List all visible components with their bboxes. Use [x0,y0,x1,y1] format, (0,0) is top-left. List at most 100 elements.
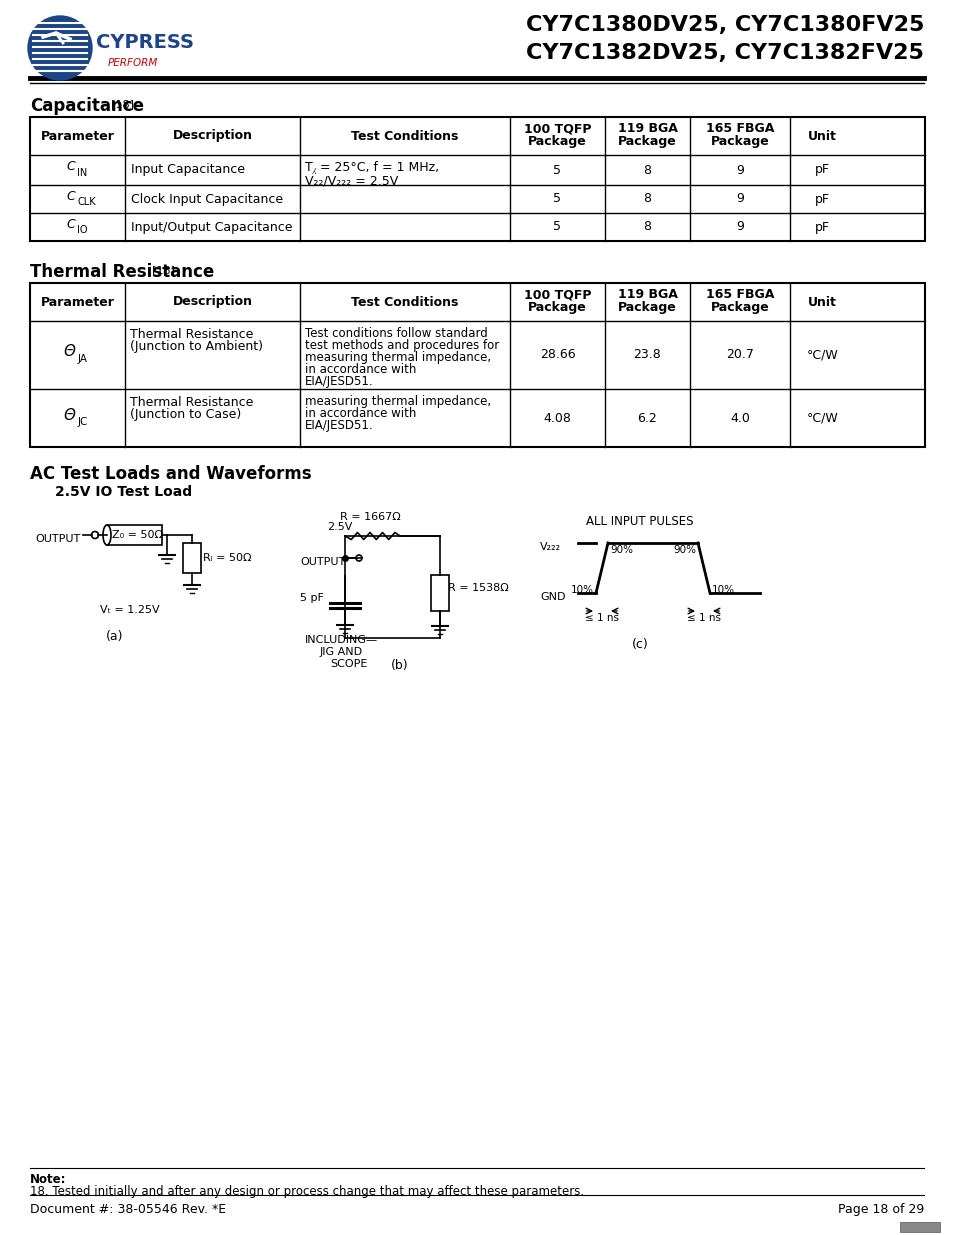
Bar [107,525,162,545]
Text: OUTPUT: OUTPUT [299,557,345,567]
Bar [30,283,924,447]
Text: Test Conditions: Test Conditions [351,295,458,309]
Text: PERFORM: PERFORM [108,58,158,68]
Text: R = 1538Ω: R = 1538Ω [448,583,508,593]
Text: 9: 9 [736,193,743,205]
Text: Package: Package [528,300,586,314]
Text: JA: JA [77,354,88,364]
Text: T⁁ = 25°C, f = 1 MHz,: T⁁ = 25°C, f = 1 MHz, [305,161,438,174]
Bar [899,1221,939,1233]
Text: C: C [67,189,75,203]
Text: GND: GND [539,592,565,601]
Bar [30,117,924,241]
Text: Thermal Resistance: Thermal Resistance [30,263,214,282]
Text: 8: 8 [643,193,651,205]
Text: °C/W: °C/W [806,411,838,425]
Text: Page 18 of 29: Page 18 of 29 [837,1203,923,1216]
Text: (Junction to Ambient): (Junction to Ambient) [130,340,263,353]
Text: 165 FBGA: 165 FBGA [705,122,774,136]
Text: Package: Package [618,135,677,147]
Text: 100 TQFP: 100 TQFP [523,289,591,301]
Bar [183,543,201,573]
Text: 119 BGA: 119 BGA [617,122,677,136]
Text: 8: 8 [643,163,651,177]
Text: CY7C1382DV25, CY7C1382FV25: CY7C1382DV25, CY7C1382FV25 [525,43,923,63]
Text: Input Capacitance: Input Capacitance [131,163,245,177]
Text: 28.66: 28.66 [539,348,575,362]
Text: (a): (a) [106,630,124,643]
Text: in accordance with: in accordance with [305,363,416,375]
Text: R = 1667Ω: R = 1667Ω [339,513,400,522]
Text: [18]: [18] [152,266,174,275]
Text: Θ: Θ [64,345,75,359]
Circle shape [28,16,91,80]
Text: CYPRESS: CYPRESS [96,33,193,53]
Text: Unit: Unit [807,295,836,309]
Text: Document #: 38-05546 Rev. *E: Document #: 38-05546 Rev. *E [30,1203,226,1216]
Text: (Junction to Case): (Junction to Case) [130,408,241,421]
Text: V₂₂/V₂₂₂ = 2.5V: V₂₂/V₂₂₂ = 2.5V [305,174,397,186]
Text: 8: 8 [643,221,651,233]
Text: C: C [67,161,75,173]
Text: ≤ 1 ns: ≤ 1 ns [686,613,720,622]
Text: OUTPUT: OUTPUT [35,534,80,543]
Text: Note:: Note: [30,1173,67,1186]
Text: Vₜ = 1.25V: Vₜ = 1.25V [100,605,159,615]
Text: Z₀ = 50Ω: Z₀ = 50Ω [112,530,163,540]
Text: Package: Package [710,300,768,314]
Text: in accordance with: in accordance with [305,408,416,420]
Text: EIA/JESD51.: EIA/JESD51. [305,375,374,388]
Text: CLK: CLK [77,198,96,207]
Text: Test Conditions: Test Conditions [351,130,458,142]
Text: 18. Tested initially and after any design or process change that may affect thes: 18. Tested initially and after any desig… [30,1186,583,1198]
Text: C: C [67,217,75,231]
Text: INCLUDING—: INCLUDING— [305,635,377,645]
Text: 2.5V: 2.5V [327,522,352,532]
Text: Capacitance: Capacitance [30,98,144,115]
Text: pF: pF [814,221,829,233]
Text: (b): (b) [391,659,409,672]
Text: V₂₂₂: V₂₂₂ [539,542,560,552]
Text: 5: 5 [553,193,561,205]
Text: 90%: 90% [609,545,633,555]
Text: ≤ 1 ns: ≤ 1 ns [584,613,618,622]
Text: (c): (c) [631,638,648,651]
Text: 5 pF: 5 pF [299,593,323,603]
Text: ALL INPUT PULSES: ALL INPUT PULSES [586,515,693,529]
Text: pF: pF [814,193,829,205]
Text: 9: 9 [736,163,743,177]
Text: 9: 9 [736,221,743,233]
Ellipse shape [103,525,111,545]
Text: Clock Input Capacitance: Clock Input Capacitance [131,193,283,205]
Text: Unit: Unit [807,130,836,142]
Text: 4.08: 4.08 [543,411,571,425]
Text: Θ: Θ [64,408,75,422]
Text: Test conditions follow standard: Test conditions follow standard [305,327,487,340]
Text: 6.2: 6.2 [637,411,657,425]
Text: pF: pF [814,163,829,177]
Text: Input/Output Capacitance: Input/Output Capacitance [131,221,293,233]
Text: [18]: [18] [111,99,133,109]
Text: 5: 5 [553,221,561,233]
Text: AC Test Loads and Waveforms: AC Test Loads and Waveforms [30,466,312,483]
Text: measuring thermal impedance,: measuring thermal impedance, [305,395,491,408]
Text: 4.0: 4.0 [729,411,749,425]
Text: 100 TQFP: 100 TQFP [523,122,591,136]
Text: Description: Description [172,130,253,142]
Text: Thermal Resistance: Thermal Resistance [130,329,253,341]
Text: Thermal Resistance: Thermal Resistance [130,396,253,409]
Text: 10%: 10% [711,585,734,595]
Text: 23.8: 23.8 [633,348,660,362]
Bar [431,576,449,611]
Text: CY7C1380DV25, CY7C1380FV25: CY7C1380DV25, CY7C1380FV25 [525,15,923,35]
Text: EIA/JESD51.: EIA/JESD51. [305,419,374,432]
Text: 5: 5 [553,163,561,177]
Text: Package: Package [528,135,586,147]
Text: IN: IN [77,168,88,178]
Text: 2.5V IO Test Load: 2.5V IO Test Load [55,485,192,499]
Text: 119 BGA: 119 BGA [617,289,677,301]
Text: 10%: 10% [571,585,594,595]
Text: Description: Description [172,295,253,309]
Text: Parameter: Parameter [41,295,114,309]
Text: Parameter: Parameter [41,130,114,142]
